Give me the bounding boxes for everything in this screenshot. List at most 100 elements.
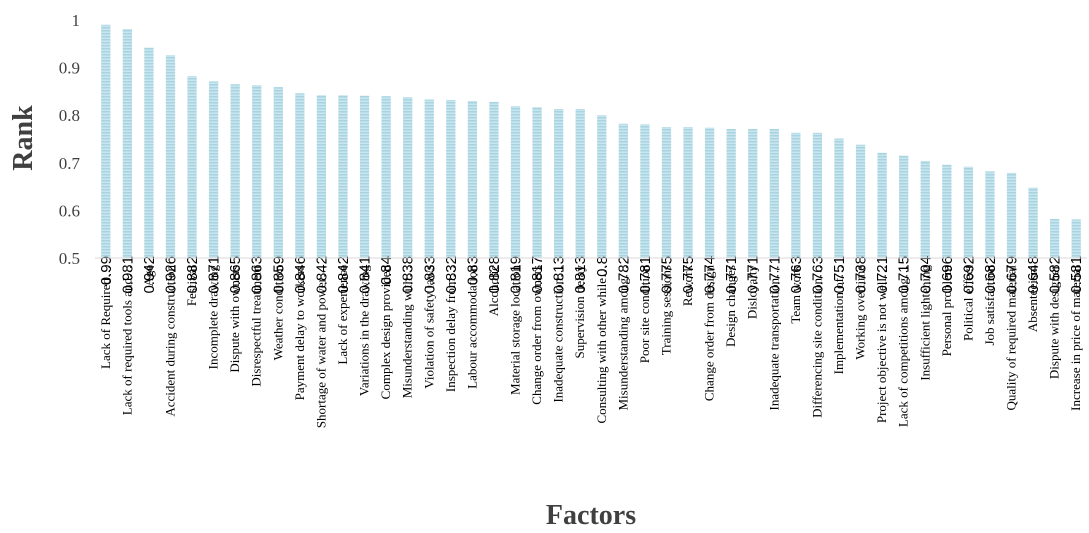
data-label: 0.942 <box>141 256 158 294</box>
data-label: 0.833 <box>421 256 438 294</box>
y-tick-label: 0.8 <box>59 106 80 125</box>
data-label: 0.763 <box>788 256 805 294</box>
category-label: Change order from owners <box>529 265 544 405</box>
bar <box>1071 219 1081 258</box>
category-label: Poor site condition <box>637 265 652 364</box>
bar <box>661 127 672 258</box>
bar <box>985 171 995 258</box>
category-label: Inspection delay from… <box>443 265 458 392</box>
category-label: Variations in the drawing <box>357 265 372 397</box>
bar <box>942 164 952 258</box>
category-label: Misunderstanding with… <box>400 265 415 398</box>
y-tick-label: 0.6 <box>59 201 80 220</box>
category-label: Implementation of… <box>831 265 846 374</box>
bar <box>208 81 219 259</box>
category-label: Personal problem <box>939 265 954 356</box>
bar <box>381 96 391 258</box>
data-label: 0.83 <box>464 256 481 285</box>
bar <box>812 132 823 258</box>
bar <box>489 101 499 259</box>
y-axis-title: Rank <box>8 105 39 171</box>
bar <box>338 95 348 259</box>
data-label: 0.838 <box>400 256 417 294</box>
bar <box>1028 187 1038 258</box>
bar <box>510 106 521 258</box>
category-label: Political effect <box>960 265 975 341</box>
data-label: 0.704 <box>917 256 934 294</box>
category-label: Complex design provided <box>378 265 393 400</box>
data-label: 0.926 <box>162 256 179 294</box>
y-tick-label: 0.5 <box>59 249 80 268</box>
bar <box>597 115 607 258</box>
data-label: 0.859 <box>270 256 287 294</box>
data-labels-group: 0.99 0.981 0.942 0.926 0.882 0.871 0.865 0.863 0… <box>98 256 1085 294</box>
data-label: 0.696 <box>939 256 956 294</box>
bar <box>1006 172 1017 258</box>
category-label: Labour accommodation <box>464 265 479 389</box>
data-label: 0.817 <box>529 256 546 294</box>
category-label: Weather condition <box>270 265 285 361</box>
data-label: 0.751 <box>831 256 848 294</box>
bar <box>683 127 693 258</box>
category-label: Supervision delay <box>572 265 587 359</box>
data-label: 0.682 <box>982 256 999 294</box>
category-label: Consulting with other while… <box>594 265 609 424</box>
bar <box>726 129 736 258</box>
category-label: Differencing site condition… <box>809 265 824 418</box>
bar <box>855 144 866 258</box>
category-label: Quality of required material <box>1004 265 1019 411</box>
category-label: Insufficient lightening <box>917 265 932 381</box>
bars-group <box>101 24 1081 259</box>
data-label: 0.771 <box>745 256 762 294</box>
category-label: Training sessions <box>658 265 673 355</box>
bar <box>640 124 650 259</box>
bar <box>252 85 262 259</box>
category-label: Team work <box>788 265 803 324</box>
category-label: Inadequate transportation… <box>766 265 781 410</box>
bar <box>877 152 887 258</box>
bar <box>618 123 628 259</box>
category-label: Festival <box>184 265 199 307</box>
data-label: 0.581 <box>1068 256 1085 294</box>
data-label: 0.692 <box>960 256 977 294</box>
bar <box>295 93 305 258</box>
category-label: Lack of experience <box>335 265 350 365</box>
data-label: 0.582 <box>1047 256 1064 294</box>
category-label: Disrespectful treatment <box>249 265 264 387</box>
category-label: Absenteeism <box>1025 265 1040 332</box>
data-label: 0.882 <box>184 256 201 294</box>
bar <box>424 99 434 259</box>
bar <box>575 109 585 258</box>
bar <box>791 132 801 258</box>
y-axis: 0.5 0.6 0.7 0.8 0.9 1 <box>59 11 81 268</box>
category-label: Payment delay to workers <box>292 265 307 400</box>
category-label: Shortage of water and power… <box>313 265 328 428</box>
bar <box>834 138 844 258</box>
bar <box>748 129 758 258</box>
data-label: 0.721 <box>874 256 891 294</box>
data-label: 0.846 <box>292 256 309 294</box>
category-label: Dispute with owners <box>227 265 242 373</box>
bar <box>446 99 456 258</box>
data-label: 0.865 <box>227 256 244 294</box>
bar <box>769 129 779 258</box>
category-label: Accident during construction <box>162 265 177 417</box>
data-label: 0.715 <box>896 256 913 294</box>
data-label: 0.828 <box>486 256 503 294</box>
y-tick-label: 0.7 <box>59 154 81 173</box>
data-label: 0.782 <box>615 256 632 294</box>
bar <box>963 166 974 258</box>
bar <box>532 107 542 258</box>
data-label: 0.813 <box>551 256 568 294</box>
category-label: Lack of required tools and… <box>119 265 134 415</box>
data-label: 0.679 <box>1004 256 1021 294</box>
category-label: Lack of Required… <box>98 265 113 369</box>
data-label: 0.648 <box>1025 256 1042 294</box>
data-label: 0.771 <box>766 256 783 294</box>
data-label: 0.774 <box>702 256 719 294</box>
y-tick-label: 0.9 <box>59 59 80 78</box>
data-label: 0.781 <box>637 256 654 294</box>
category-label: Age <box>141 265 156 287</box>
bar <box>359 95 370 259</box>
